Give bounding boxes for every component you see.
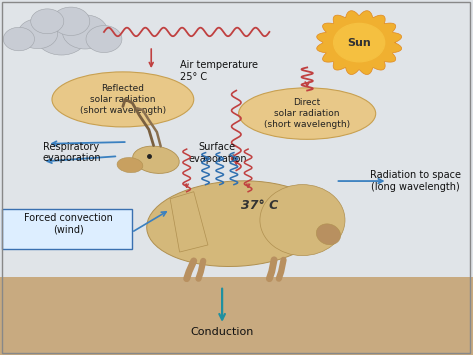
Circle shape xyxy=(36,16,87,55)
Text: Sun: Sun xyxy=(347,38,371,48)
Circle shape xyxy=(52,7,90,36)
Text: Surface
evaporation: Surface evaporation xyxy=(188,142,246,164)
Text: Direct
solar radiation
(short wavelength): Direct solar radiation (short wavelength… xyxy=(264,98,350,129)
Bar xyxy=(0,0,473,277)
Ellipse shape xyxy=(117,158,143,173)
Ellipse shape xyxy=(316,224,340,245)
Circle shape xyxy=(3,27,35,51)
Circle shape xyxy=(334,23,385,62)
Ellipse shape xyxy=(147,181,326,267)
Text: Respiratory
evaporation: Respiratory evaporation xyxy=(43,142,101,163)
Circle shape xyxy=(31,9,64,34)
Polygon shape xyxy=(317,11,401,75)
Circle shape xyxy=(86,26,122,53)
Circle shape xyxy=(18,19,58,49)
FancyBboxPatch shape xyxy=(2,209,132,248)
Circle shape xyxy=(63,15,108,49)
Ellipse shape xyxy=(52,72,194,127)
Text: Radiation to space
(long wavelength): Radiation to space (long wavelength) xyxy=(370,170,461,192)
Ellipse shape xyxy=(238,88,376,139)
Text: Reflected
solar radiation
(short wavelength): Reflected solar radiation (short wavelen… xyxy=(80,84,166,115)
Bar xyxy=(0,277,473,355)
Text: 37° C: 37° C xyxy=(241,200,279,212)
Ellipse shape xyxy=(260,185,345,256)
Ellipse shape xyxy=(133,146,179,173)
Polygon shape xyxy=(170,192,208,252)
Text: Air temperature
25° C: Air temperature 25° C xyxy=(180,60,257,82)
Text: Conduction: Conduction xyxy=(191,327,254,337)
Text: Forced convection
(wind): Forced convection (wind) xyxy=(24,213,113,234)
